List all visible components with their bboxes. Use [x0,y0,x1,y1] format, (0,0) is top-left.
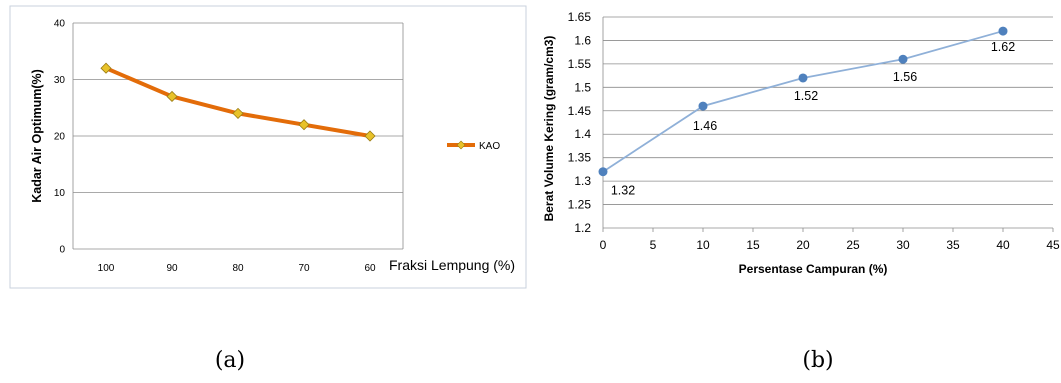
chart-a-border [9,5,527,289]
chart-b-xtick-label: 5 [650,238,657,252]
chart-b-ytick-label: 1.65 [568,10,592,24]
chart-a-svg: 0 10 20 30 40 100 90 80 70 60 Kadar Air Optimum(%)… [9,5,527,289]
chart-b-ytick-label: 1.35 [568,151,592,165]
chart-b-xtick-label: 10 [696,238,710,252]
chart-b-data-point [698,101,708,111]
chart-b-xtick-label: 30 [896,238,910,252]
chart-a-data-point [166,90,178,103]
chart-b-data-label: 1.32 [611,184,635,198]
chart-b-xlabel: Persentase Campuran (%) [739,262,888,276]
caption-b: (b) [802,348,834,373]
chart-a-ytick-label: 0 [59,245,65,256]
chart-b-data-point [798,73,808,83]
chart-a-xlabel: Fraksi Lempung (%) [389,257,515,273]
chart-b-xtick-label: 45 [1046,238,1060,252]
chart-a-data-point [232,107,244,119]
chart-a-ytick-label: 10 [54,188,66,199]
chart-b-xtick-label: 35 [946,238,960,252]
caption-a: (a) [214,348,246,373]
chart-a-xtick-label: 70 [298,263,310,274]
chart-b-xtick-label: 20 [796,238,810,252]
chart-b-xtick-label: 15 [746,238,760,252]
chart-a-legend-marker [456,140,466,150]
chart-a-xtick-label: 90 [166,263,178,274]
chart-b-data-label: 1.52 [794,89,818,103]
chart-b-xtick-label: 25 [846,238,860,252]
chart-b-ytick-label: 1.45 [568,104,592,118]
chart-b: 1.2 1.25 1.3 1.35 1.4 1.45 1.5 1.55 1.6 1.65 0 5 10 1… [540,0,1061,300]
chart-b-data-point [898,54,908,64]
chart-a-ytick-label: 30 [54,75,66,86]
chart-a-data-point [364,130,376,142]
chart-a-xtick-label: 60 [364,263,376,274]
chart-b-ytick-label: 1.25 [568,198,592,212]
chart-b-svg: 1.2 1.25 1.3 1.35 1.4 1.45 1.5 1.55 1.6 1.65 0 5 10 1… [542,10,1060,276]
chart-b-ytick-label: 1.2 [574,221,591,235]
chart-b-ytick-label: 1.4 [574,127,591,141]
chart-b-ytick-label: 1.3 [574,174,591,188]
chart-b-ytick-label: 1.6 [574,33,591,47]
chart-a-ytick-label: 20 [54,132,66,143]
chart-b-xtick-label: 0 [600,238,607,252]
chart-a-data-point [298,119,310,131]
chart-b-ylabel: Berat Volume Kering (gram/cm3) [542,36,556,222]
chart-b-data-label: 1.56 [893,70,917,84]
chart-b-ytick-label: 1.5 [574,80,591,94]
chart-a-legend-label: KAO [479,141,500,152]
chart-b-ytick-label: 1.55 [568,57,592,71]
chart-b-data-point [598,167,608,177]
chart-a-ylabel: Kadar Air Optimum(%) [30,69,44,203]
chart-b-data-point [998,26,1008,36]
chart-a-data-point [100,62,112,74]
chart-b-xtick-label: 40 [996,238,1010,252]
chart-a-xtick-label: 100 [98,263,115,274]
chart-a-xtick-label: 80 [232,263,244,274]
chart-a: 0 10 20 30 40 100 90 80 70 60 Kadar Air Optimum(%)… [0,0,540,300]
chart-b-data-label: 1.62 [991,40,1015,54]
chart-b-data-label: 1.46 [693,119,717,133]
chart-a-ytick-label: 40 [54,19,66,30]
